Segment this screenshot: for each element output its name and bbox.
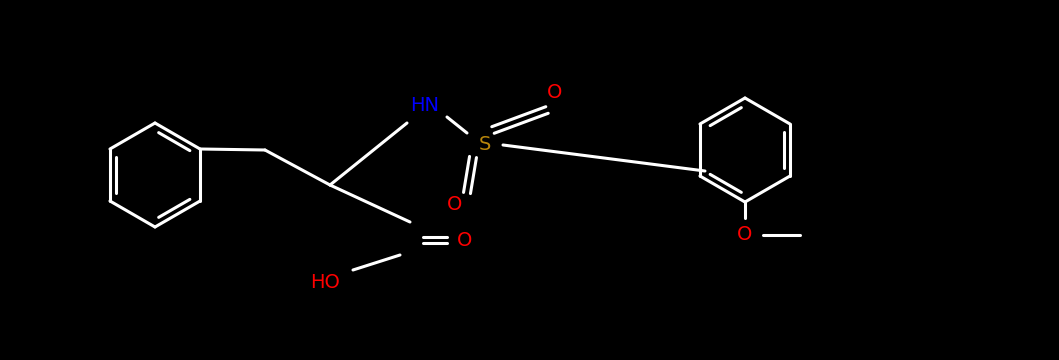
Text: O: O: [737, 225, 753, 244]
Text: O: O: [457, 230, 472, 249]
Text: S: S: [479, 135, 491, 154]
Text: O: O: [447, 195, 463, 215]
Text: HO: HO: [310, 273, 340, 292]
Text: O: O: [548, 82, 562, 102]
Text: HN: HN: [411, 95, 439, 114]
